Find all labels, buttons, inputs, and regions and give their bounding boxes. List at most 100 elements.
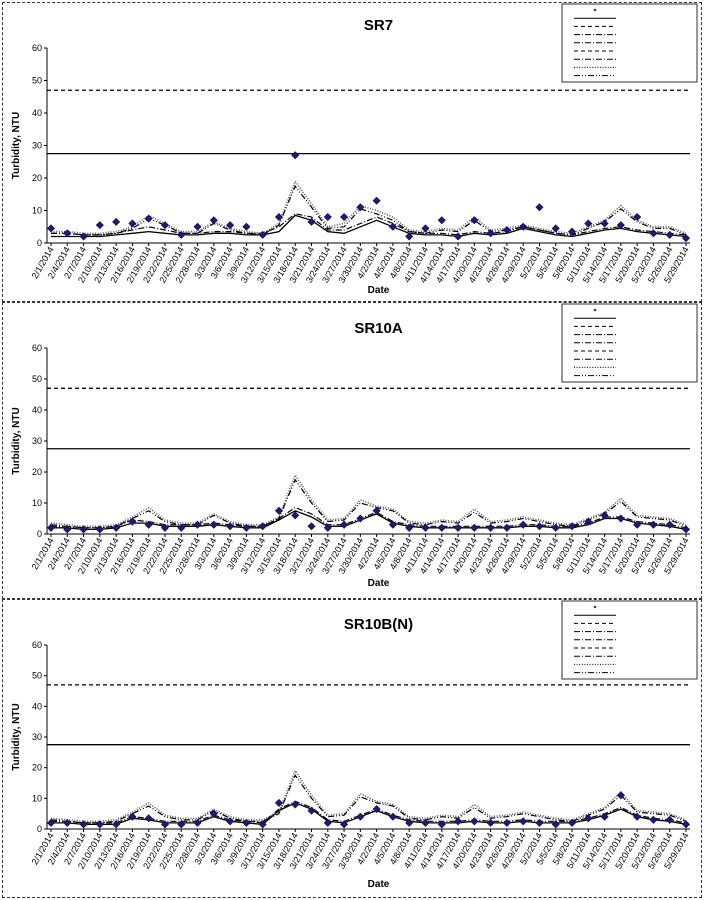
data-point [454,817,463,826]
data-point [242,523,251,532]
data-point [649,815,658,824]
data-point [209,216,218,225]
data-point [46,224,56,233]
y-tick-label: 10 [32,498,42,508]
data-point [600,511,609,520]
chart-title: SR7 [364,17,393,34]
data-point [177,820,186,829]
y-axis-label: Turbidity, NTU [11,407,22,474]
data-point [568,522,577,531]
data-point [470,817,479,826]
y-tick-label: 30 [32,141,42,151]
data-point [63,525,72,534]
y-tick-label: 0 [37,824,42,834]
series-line-3 [51,213,687,236]
data-point [616,791,625,800]
data-point [421,224,430,233]
data-point [307,522,316,531]
y-tick-label: 30 [32,436,42,446]
data-point [568,818,577,827]
data-point [665,815,674,824]
data-point [128,517,137,526]
data-point [79,820,88,829]
chart-panel-sr10b-n [2,599,702,898]
data-point [502,523,511,532]
data-point [372,805,381,814]
data-point [616,221,625,230]
data-point [502,225,511,235]
data-point [193,818,202,827]
data-point [63,229,72,238]
data-point [46,818,56,827]
series-line-3 [51,506,687,529]
data-point [340,820,349,829]
legend [561,600,698,680]
y-tick-label: 60 [32,343,42,353]
data-point [437,820,446,829]
data-point [681,234,691,243]
data-point [551,523,560,532]
series-line-2 [51,510,687,531]
data-point [421,818,430,827]
data-point [258,820,267,829]
data-point [535,818,544,827]
data-point [144,520,153,529]
data-point [356,812,365,821]
data-point [79,232,88,241]
data-point [128,219,137,228]
legend-swatch [593,8,597,12]
series-line-3 [51,800,687,824]
chart-title: SR10B(N) [344,616,413,633]
data-point [633,212,642,222]
data-point [600,812,609,821]
y-axis-label: Turbidity, NTU [11,703,22,770]
data-point [486,818,495,827]
legend-swatch [593,605,597,609]
series-line-5 [50,774,687,824]
data-point [649,520,658,529]
data-point [95,820,104,829]
y-tick-label: 20 [32,467,42,477]
data-point [372,506,381,515]
series-line-4 [50,473,687,528]
data-point [665,230,674,239]
data-point [258,522,267,531]
y-tick-label: 50 [32,76,42,86]
data-point [551,224,560,233]
data-point [649,229,658,238]
data-point [193,520,202,529]
y-tick-label: 10 [32,206,42,216]
data-point [519,222,528,231]
chart-panel-sr7 [2,2,702,302]
data-point [226,817,235,826]
data-point [209,809,218,818]
data-point [470,523,479,532]
series-line-2 [51,214,687,238]
chart-title: SR10A [354,320,403,337]
legend-swatch [593,308,597,312]
y-tick-label: 20 [32,173,42,183]
data-point [291,800,300,809]
data-point [437,216,446,225]
data-point [307,217,316,226]
data-point [486,523,495,532]
data-point [242,818,251,827]
data-point [291,151,300,160]
data-point [388,520,397,529]
data-point [95,221,104,230]
data-point [291,511,300,520]
data-point [681,820,691,829]
data-point [584,219,593,228]
y-tick-label: 10 [32,793,42,803]
data-point [551,820,560,829]
data-point [258,230,267,239]
data-point [226,221,235,230]
x-axis-label: Date [368,578,390,589]
data-point [274,212,283,222]
data-point [519,817,528,826]
series-line-2 [51,802,687,826]
y-tick-label: 40 [32,701,42,711]
